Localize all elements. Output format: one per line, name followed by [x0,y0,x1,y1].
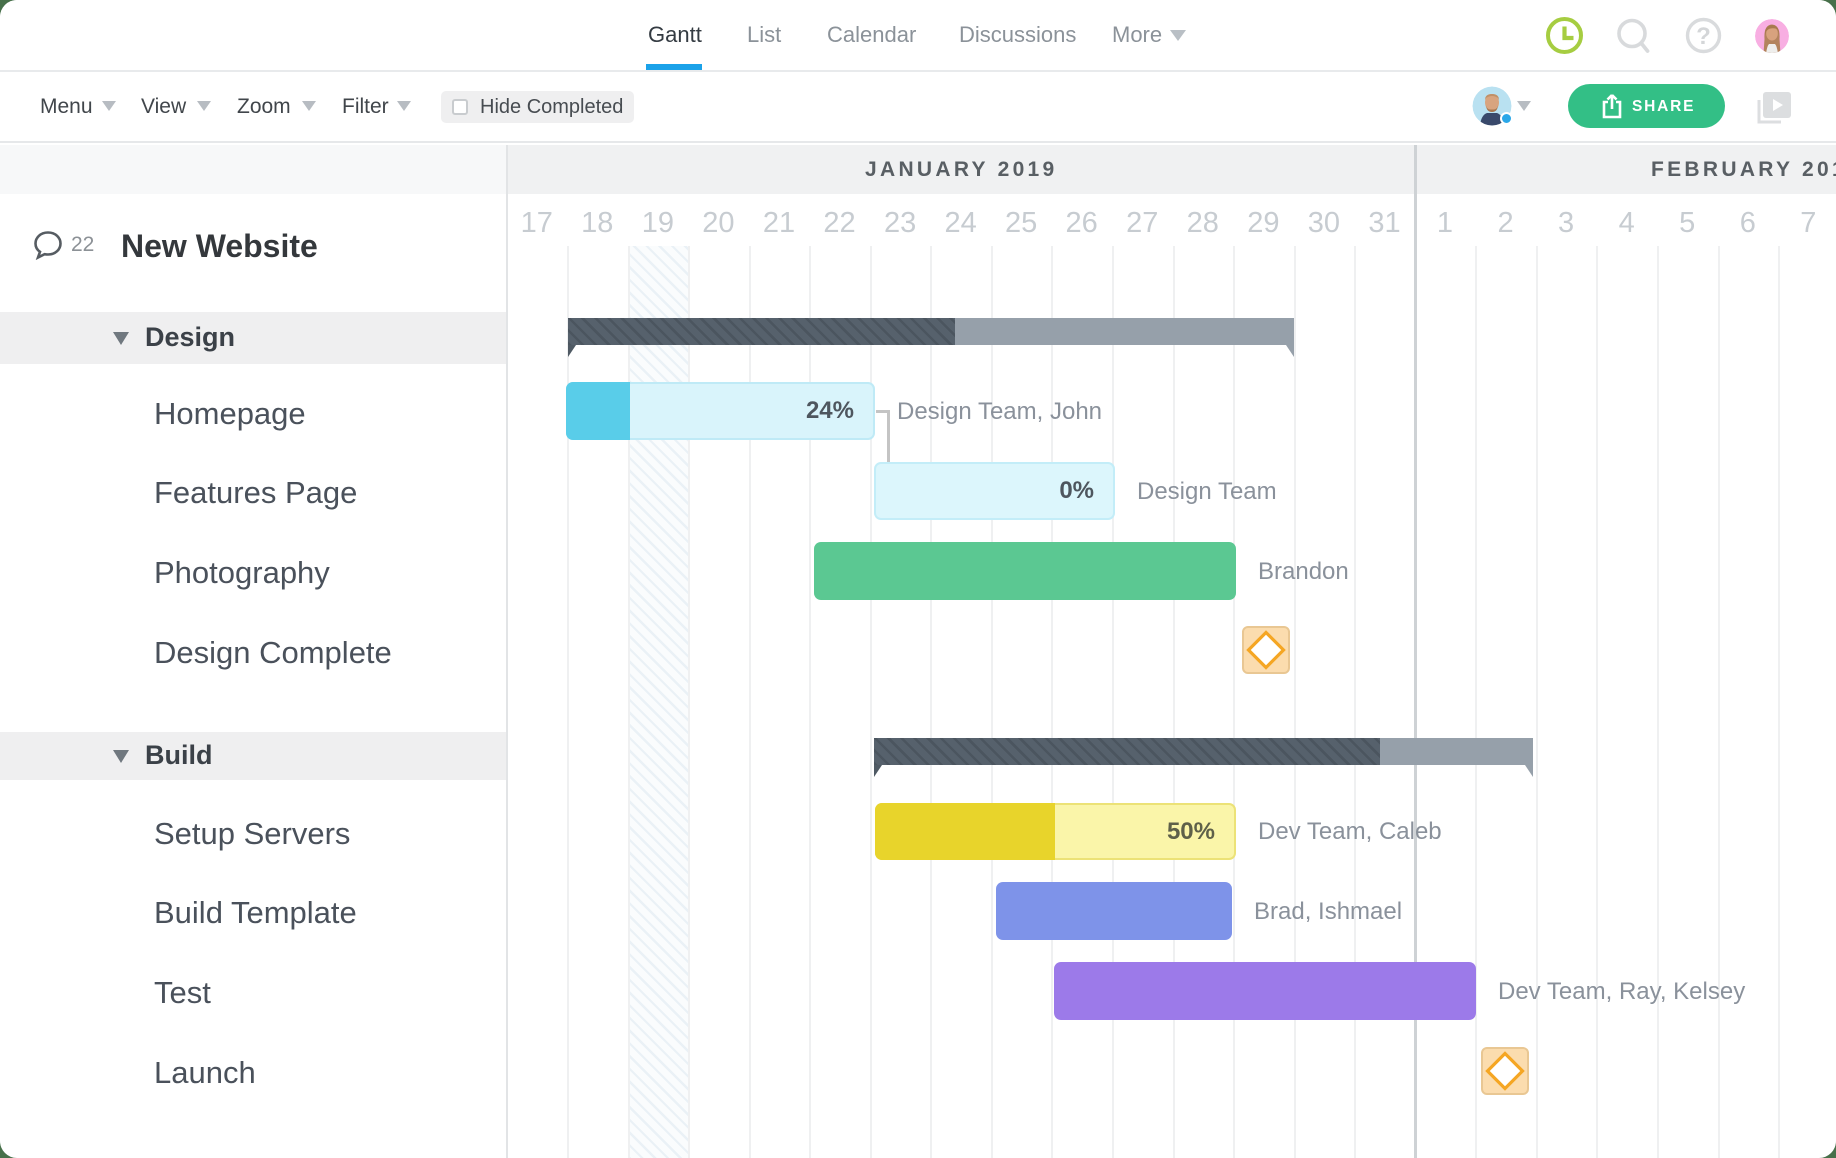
svg-text:?: ? [1696,23,1711,50]
